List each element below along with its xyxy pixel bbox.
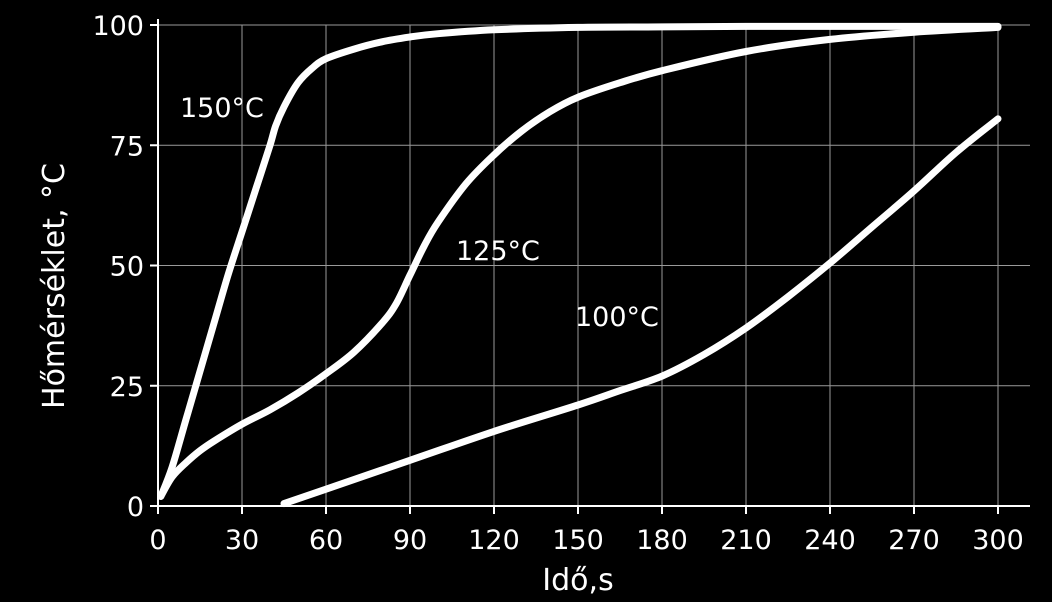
y-tick-label: 0 (127, 492, 144, 523)
series-label-100: 100°C (575, 302, 659, 333)
series-line-1 (157, 23, 1002, 500)
x-tick-label: 240 (804, 525, 856, 556)
x-tick-label: 90 (393, 525, 427, 556)
x-tick-label: 270 (888, 525, 940, 556)
x-tick-label: 300 (972, 525, 1024, 556)
y-tick-label: 50 (110, 252, 144, 283)
y-axis-label: Hőmérséklet, °C (37, 163, 72, 409)
x-axis-label: Idő,s (542, 563, 613, 598)
x-tick-label: 0 (149, 525, 166, 556)
x-tick-label: 180 (636, 525, 688, 556)
x-tick-label: 120 (468, 525, 520, 556)
y-tick-label: 25 (110, 372, 144, 403)
series-line-0 (157, 22, 1002, 500)
series-label-125: 125°C (456, 236, 540, 267)
y-tick-labels: 0 25 50 75 100 (92, 11, 144, 523)
x-tick-label: 60 (309, 525, 343, 556)
x-tick-label: 210 (720, 525, 772, 556)
x-tick-labels: 0 30 60 90 120 150 180 210 240 270 300 (149, 525, 1023, 556)
x-tick-label: 30 (225, 525, 259, 556)
series-lines (157, 22, 1002, 508)
y-tick-label: 100 (92, 11, 144, 42)
series-label-150: 150°C (180, 93, 264, 124)
axes (150, 19, 1030, 514)
x-tick-label: 150 (552, 525, 604, 556)
y-tick-label: 75 (110, 131, 144, 162)
series-line-2 (280, 115, 1002, 508)
series-labels: 150°C 125°C 100°C (180, 93, 659, 333)
